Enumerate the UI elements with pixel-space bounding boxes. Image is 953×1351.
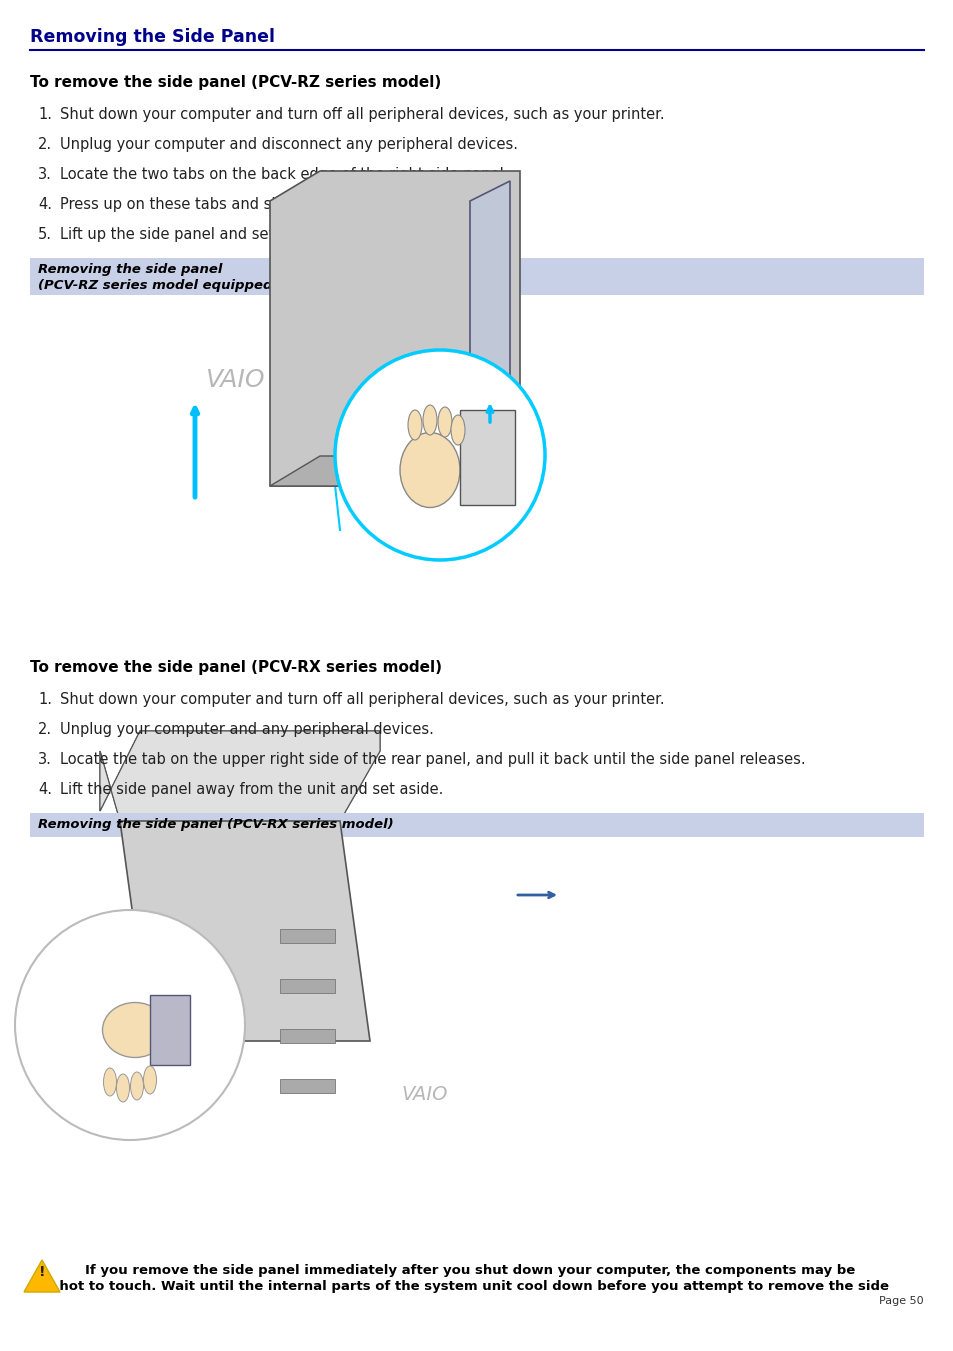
Ellipse shape (399, 432, 459, 508)
Text: 4.: 4. (38, 197, 52, 212)
Polygon shape (24, 1260, 60, 1292)
Text: Unplug your computer and any peripheral devices.: Unplug your computer and any peripheral … (60, 721, 434, 738)
Ellipse shape (103, 1069, 116, 1096)
Polygon shape (270, 457, 519, 486)
Text: VAIO: VAIO (401, 1085, 448, 1105)
Text: too hot to touch. Wait until the internal parts of the system unit cool down bef: too hot to touch. Wait until the interna… (30, 1279, 888, 1293)
Polygon shape (470, 181, 510, 486)
Ellipse shape (451, 415, 464, 444)
Text: Shut down your computer and turn off all peripheral devices, such as your printe: Shut down your computer and turn off all… (60, 107, 664, 122)
Text: 3.: 3. (38, 753, 52, 767)
Text: 4.: 4. (38, 782, 52, 797)
Bar (30, 258, 923, 295)
Text: Removing the side panel: Removing the side panel (38, 263, 222, 276)
Ellipse shape (102, 1002, 168, 1058)
Ellipse shape (422, 405, 436, 435)
Text: If you remove the side panel immediately after you shut down your computer, the : If you remove the side panel immediately… (85, 1265, 854, 1277)
Text: 5.: 5. (38, 227, 52, 242)
Bar (30, 813, 923, 838)
Bar (280, 1029, 335, 1043)
Text: 1.: 1. (38, 107, 52, 122)
Text: Unplug your computer and disconnect any peripheral devices.: Unplug your computer and disconnect any … (60, 136, 517, 153)
Text: 1.: 1. (38, 692, 52, 707)
Text: VAIO: VAIO (205, 367, 265, 392)
Text: (PCV-RZ series model equipped with Giga Pocket): (PCV-RZ series model equipped with Giga … (38, 280, 409, 292)
Ellipse shape (143, 1066, 156, 1094)
Text: Locate the two tabs on the back edge of the right side panel.: Locate the two tabs on the back edge of … (60, 168, 508, 182)
Text: Locate the tab on the upper right side of the rear panel, and pull it back until: Locate the tab on the upper right side o… (60, 753, 804, 767)
Circle shape (335, 350, 544, 561)
Polygon shape (120, 821, 370, 1042)
Text: Lift up the side panel and set aside.: Lift up the side panel and set aside. (60, 227, 322, 242)
Polygon shape (270, 172, 519, 486)
Text: Press up on these tabs and slide the side panel towards you.: Press up on these tabs and slide the sid… (60, 197, 506, 212)
Bar (280, 1079, 335, 1093)
Bar (280, 929, 335, 943)
Text: 2.: 2. (38, 136, 52, 153)
Circle shape (15, 911, 245, 1140)
Text: Shut down your computer and turn off all peripheral devices, such as your printe: Shut down your computer and turn off all… (60, 692, 664, 707)
Text: To remove the side panel (PCV-RX series model): To remove the side panel (PCV-RX series … (30, 661, 441, 676)
Polygon shape (100, 731, 379, 821)
Polygon shape (100, 731, 379, 821)
Text: Lift the side panel away from the unit and set aside.: Lift the side panel away from the unit a… (60, 782, 443, 797)
Bar (459, 409, 515, 505)
Text: Removing the side panel (PCV-RX series model): Removing the side panel (PCV-RX series m… (38, 817, 394, 831)
Text: !: ! (39, 1265, 45, 1279)
Ellipse shape (408, 409, 421, 440)
Bar (280, 979, 335, 993)
Text: Page 50: Page 50 (879, 1296, 923, 1306)
Ellipse shape (116, 1074, 130, 1102)
Ellipse shape (131, 1071, 143, 1100)
Text: Removing the Side Panel: Removing the Side Panel (30, 28, 274, 46)
Text: 2.: 2. (38, 721, 52, 738)
Ellipse shape (437, 407, 452, 436)
Text: To remove the side panel (PCV-RZ series model): To remove the side panel (PCV-RZ series … (30, 76, 441, 91)
Text: 3.: 3. (38, 168, 52, 182)
Bar (150, 994, 190, 1065)
